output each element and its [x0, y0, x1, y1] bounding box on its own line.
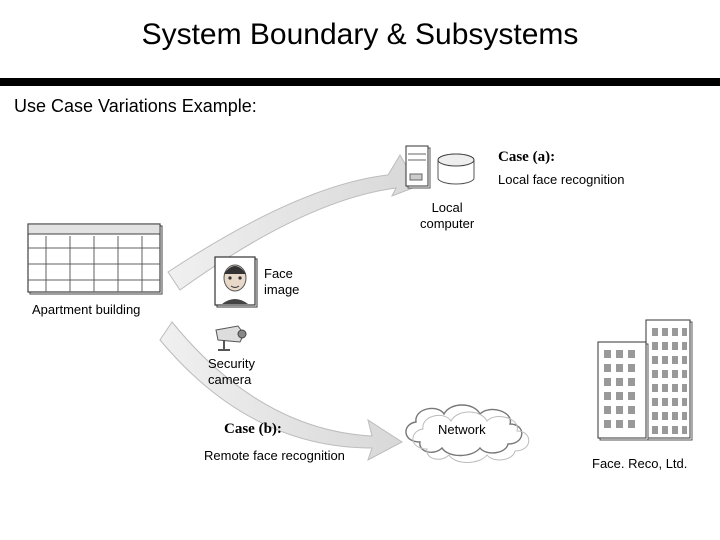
local-computer-label: Local computer [420, 200, 474, 231]
network-label: Network [438, 422, 486, 438]
security-camera-label: Security camera [208, 356, 255, 387]
local-computer-icon [404, 144, 484, 199]
apartment-building-label: Apartment building [32, 302, 140, 318]
case-b-description: Remote face recognition [204, 448, 345, 464]
case-a-description: Local face recognition [498, 172, 624, 188]
page-title: System Boundary & Subsystems [0, 18, 720, 52]
apartment-building-icon [26, 222, 166, 303]
facereco-label: Face. Reco, Ltd. [592, 456, 687, 472]
security-camera-icon [214, 324, 254, 357]
case-b-heading: Case (b): [224, 420, 282, 438]
title-divider [0, 78, 720, 86]
case-a-heading: Case (a): [498, 148, 555, 166]
face-image-label: Face image [264, 266, 299, 297]
office-buildings-icon [592, 316, 702, 457]
subtitle: Use Case Variations Example: [14, 96, 257, 117]
face-image-icon [214, 256, 260, 315]
